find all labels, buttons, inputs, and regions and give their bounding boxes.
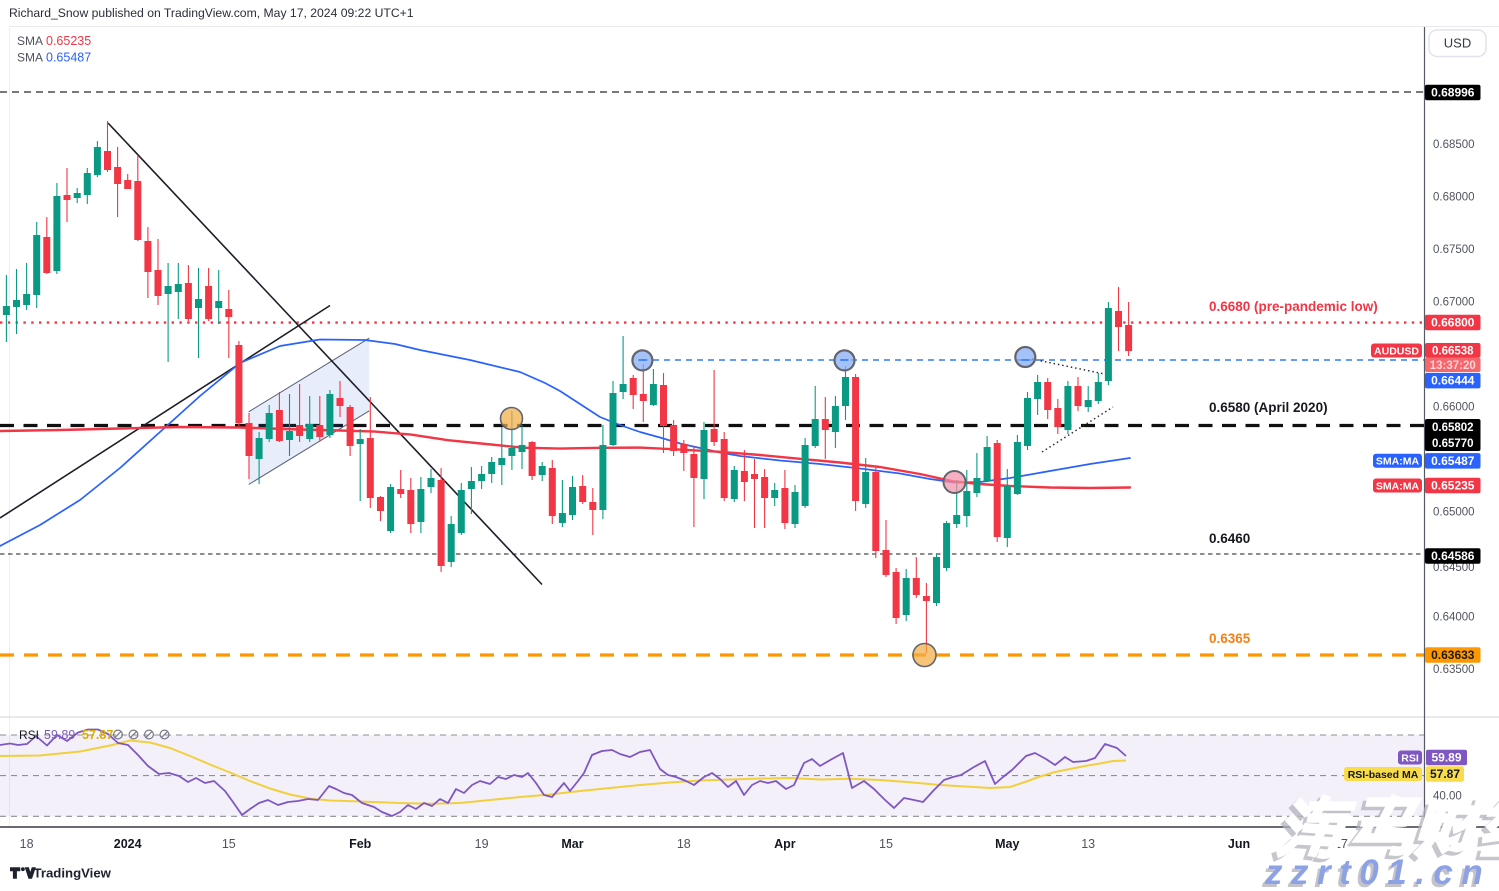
svg-text:Mar: Mar [561,837,583,851]
svg-text:0.64586: 0.64586 [1431,549,1475,563]
svg-text:0.65802: 0.65802 [1432,422,1474,434]
svg-text:0.66800: 0.66800 [1431,316,1475,330]
svg-text:RSI-based MA: RSI-based MA [1348,769,1419,781]
svg-text:18: 18 [677,837,691,851]
svg-text:2024: 2024 [114,837,142,851]
svg-text:0.65235: 0.65235 [1431,479,1475,493]
svg-text:May: May [995,837,1019,851]
svg-text:RSI: RSI [19,728,39,742]
svg-text:0.6680 (pre-pandemic low): 0.6680 (pre-pandemic low) [1209,299,1378,314]
svg-text:0.65235: 0.65235 [46,34,91,48]
svg-text:0.66000: 0.66000 [1433,402,1475,414]
svg-text:0.6580 (April 2020): 0.6580 (April 2020) [1209,400,1328,415]
svg-text:0.65487: 0.65487 [46,51,91,65]
svg-text:Jun: Jun [1228,837,1250,851]
svg-text:59.89: 59.89 [1431,751,1461,765]
svg-text:0.66444: 0.66444 [1431,374,1475,388]
svg-text:0.65487: 0.65487 [1431,454,1475,468]
svg-text:SMA:MA: SMA:MA [1376,480,1420,492]
svg-text:59.89: 59.89 [44,728,75,742]
svg-text:0.65000: 0.65000 [1433,507,1475,519]
svg-text:SMA: SMA [17,34,43,48]
svg-text:13:37:20: 13:37:20 [1430,360,1476,372]
svg-text:0.68500: 0.68500 [1433,139,1475,151]
svg-text:Apr: Apr [774,837,796,851]
svg-text:0.64500: 0.64500 [1433,562,1475,574]
svg-text:57.87: 57.87 [1430,767,1460,781]
svg-text:Richard_Snow published on Trad: Richard_Snow published on TradingView.co… [9,6,414,20]
svg-text:zzrt01.cn: zzrt01.cn [1261,856,1488,891]
svg-text:15: 15 [879,837,893,851]
svg-text:AUDUSD: AUDUSD [1374,345,1419,357]
svg-text:USD: USD [1444,36,1471,51]
svg-text:0.67500: 0.67500 [1433,244,1475,256]
svg-text:Feb: Feb [349,837,372,851]
svg-text:19: 19 [475,837,489,851]
svg-text:SMA: SMA [17,51,43,65]
svg-text:57.87: 57.87 [82,728,113,742]
svg-text:0.6460: 0.6460 [1209,531,1250,546]
svg-text:0.63500: 0.63500 [1433,664,1475,676]
svg-text:zzrt01.cn: zzrt01.cn [1264,853,1491,891]
svg-text:0.6365: 0.6365 [1209,631,1251,646]
svg-text:18: 18 [20,837,34,851]
svg-text:15: 15 [222,837,236,851]
svg-text:0.68000: 0.68000 [1433,192,1475,204]
svg-text:0.68996: 0.68996 [1431,86,1475,100]
svg-text:0.64000: 0.64000 [1433,612,1475,624]
svg-text:TradingView: TradingView [34,866,112,881]
svg-text:RSI: RSI [1401,752,1419,764]
svg-text:0.65770: 0.65770 [1432,438,1474,450]
svg-text:0.67000: 0.67000 [1433,297,1475,309]
svg-text:0.63633: 0.63633 [1431,648,1475,662]
svg-text:13: 13 [1081,837,1095,851]
svg-text:SMA:MA: SMA:MA [1376,456,1420,468]
svg-text:0.66538: 0.66538 [1432,346,1474,358]
svg-text:40.00: 40.00 [1433,791,1462,803]
